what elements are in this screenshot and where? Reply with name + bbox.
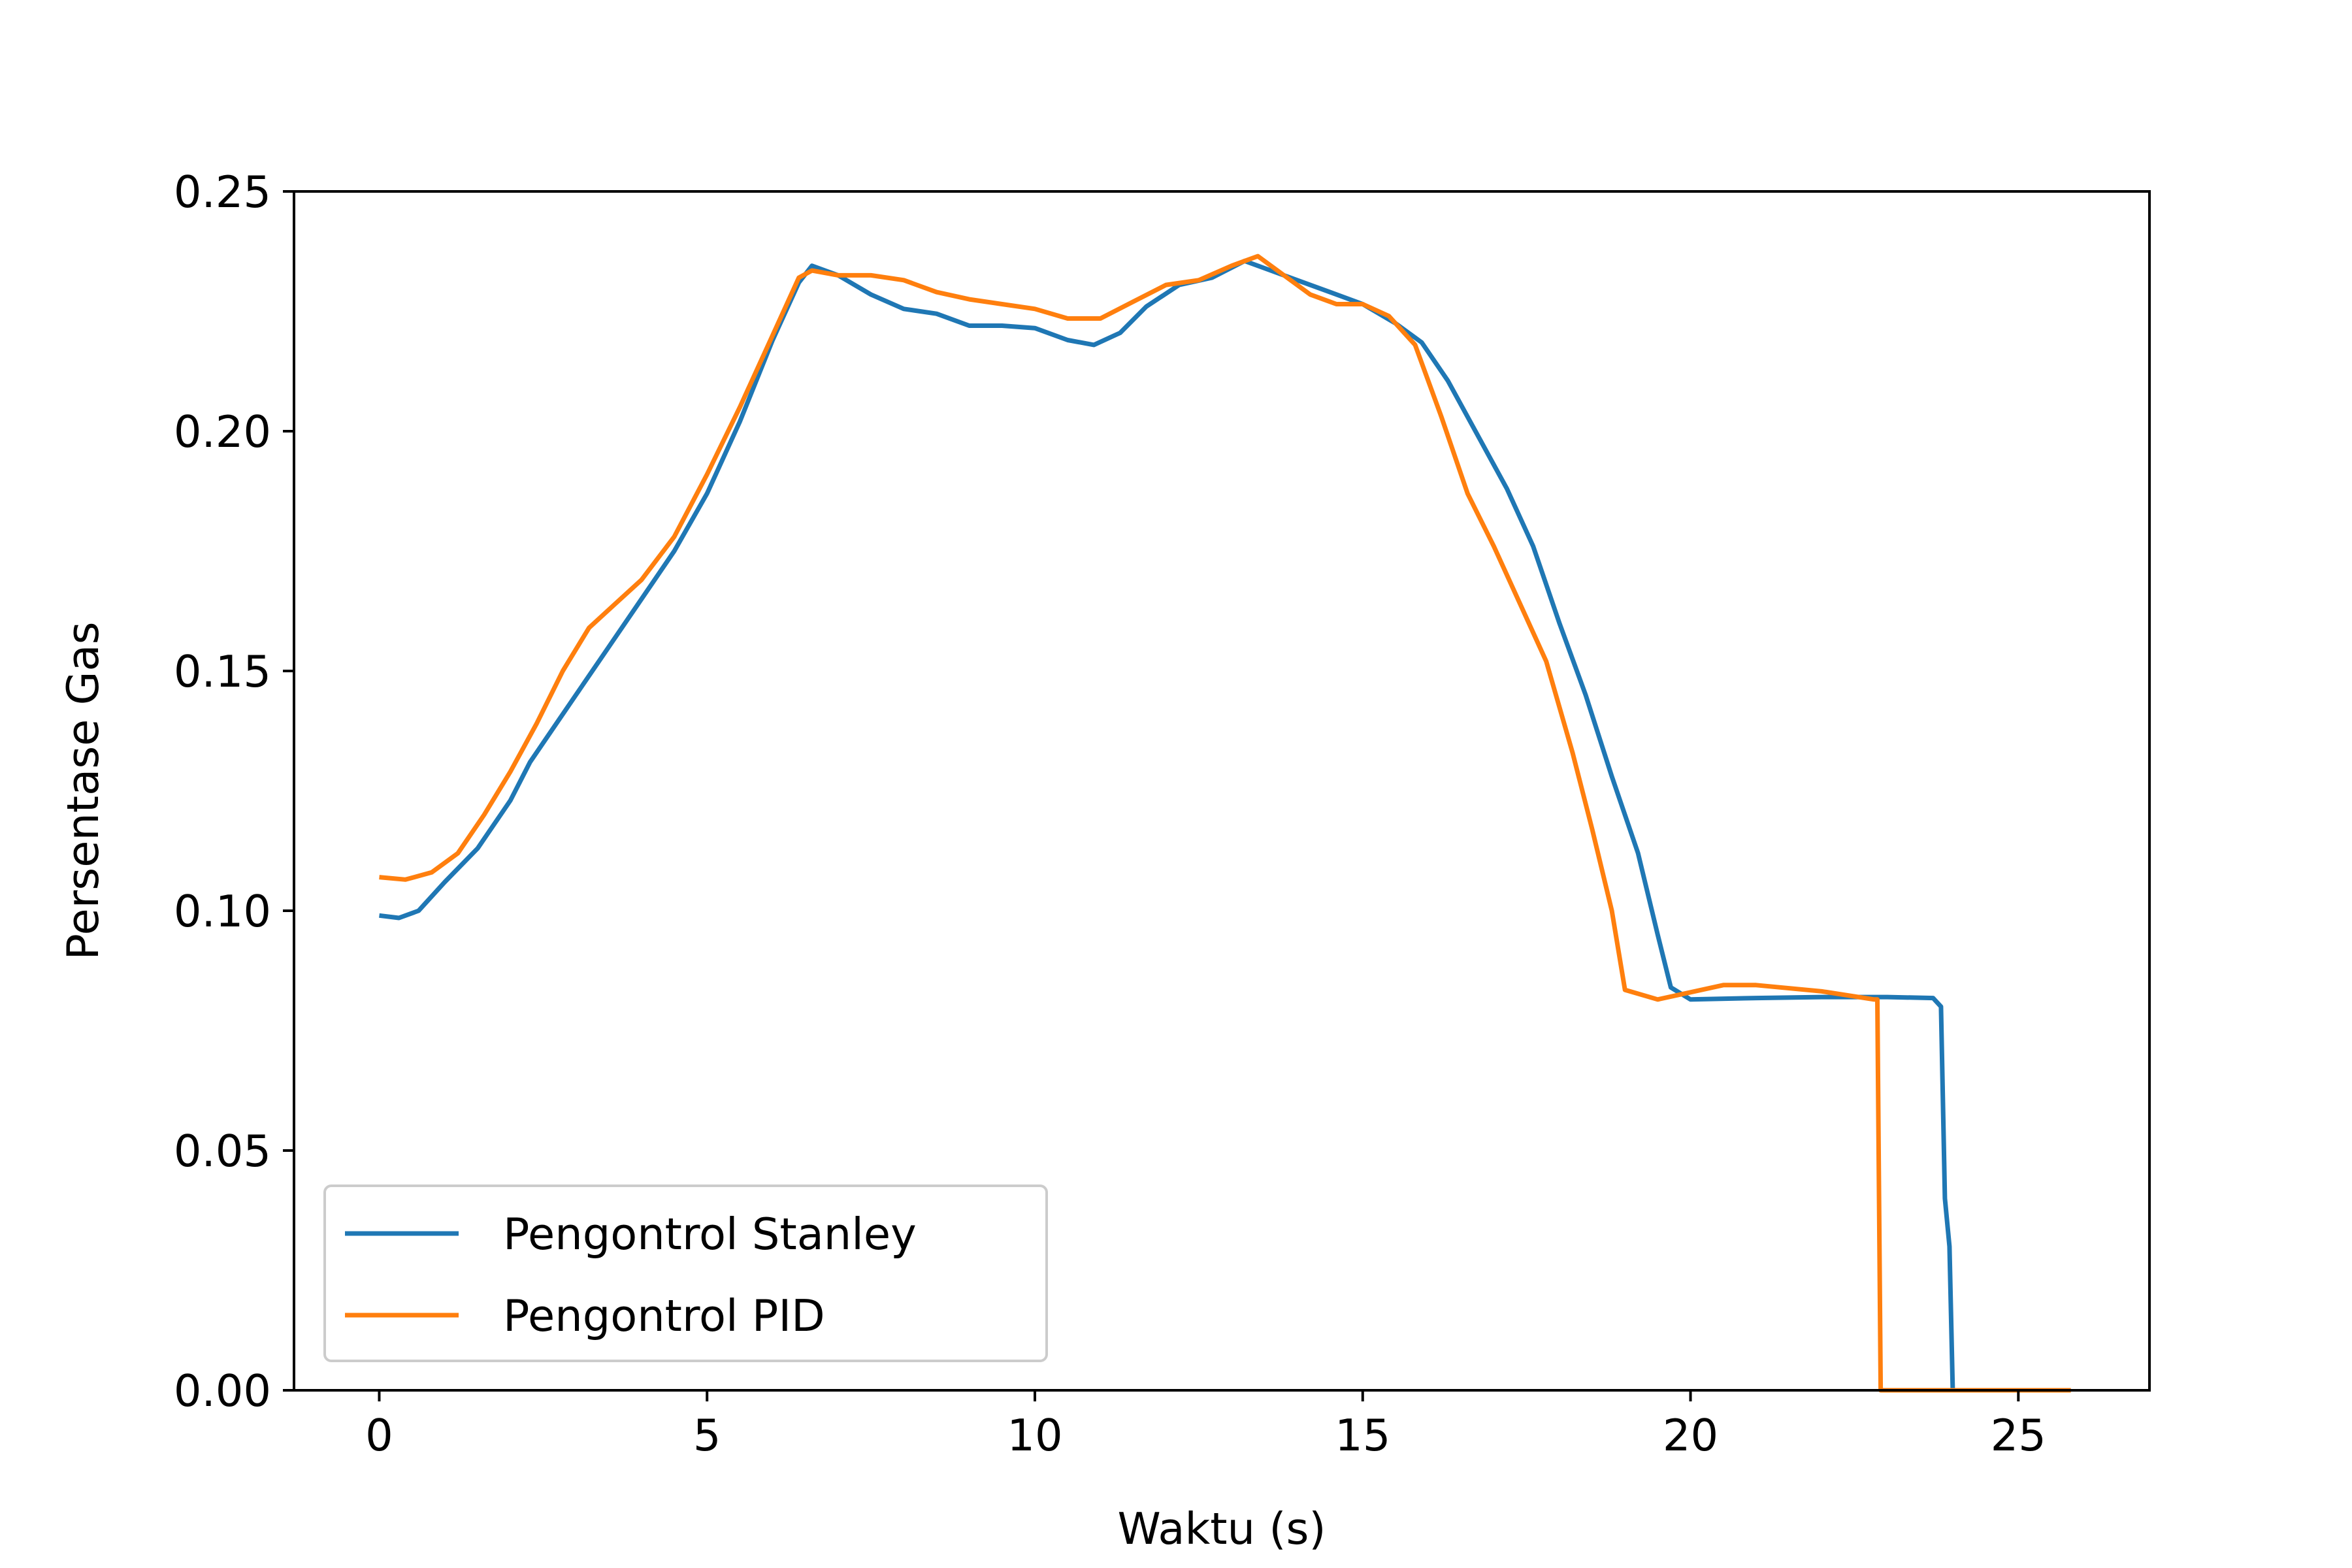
y-tick-label-1: 0.05 <box>174 1126 271 1177</box>
axes: 0 5 10 15 20 25 0.00 0.05 0.10 0.15 0.20 0.25 Waktu … <box>57 167 2151 1554</box>
x-tick-label-0: 0 <box>365 1410 393 1461</box>
y-tick-label-4: 0.20 <box>174 406 271 457</box>
plot-lines <box>379 253 2071 1393</box>
y-tick-label-2: 0.10 <box>174 886 271 937</box>
x-tick-label-2: 10 <box>1007 1410 1062 1461</box>
legend: Pengontrol Stanley Pengontrol PID <box>323 1184 1048 1362</box>
x-tick-label-5: 25 <box>1991 1410 2046 1461</box>
legend-box <box>323 1184 1048 1362</box>
y-tick-label-5: 0.25 <box>174 167 271 218</box>
legend-label-1: Pengontrol PID <box>503 1290 825 1341</box>
y-tick-label-3: 0.15 <box>174 646 271 697</box>
plot-frame <box>293 190 2151 1392</box>
legend-label-0: Pengontrol Stanley <box>503 1209 917 1260</box>
x-tick-label-4: 20 <box>1663 1410 1718 1461</box>
x-axis-label: Waktu (s) <box>1117 1503 1326 1554</box>
y-axis-label: Persentase Gas <box>57 621 108 960</box>
x-tick-label-3: 15 <box>1335 1410 1390 1461</box>
series-line-1 <box>379 253 2071 1393</box>
x-tick-label-1: 5 <box>693 1410 721 1461</box>
y-tick-label-0: 0.00 <box>174 1365 271 1416</box>
